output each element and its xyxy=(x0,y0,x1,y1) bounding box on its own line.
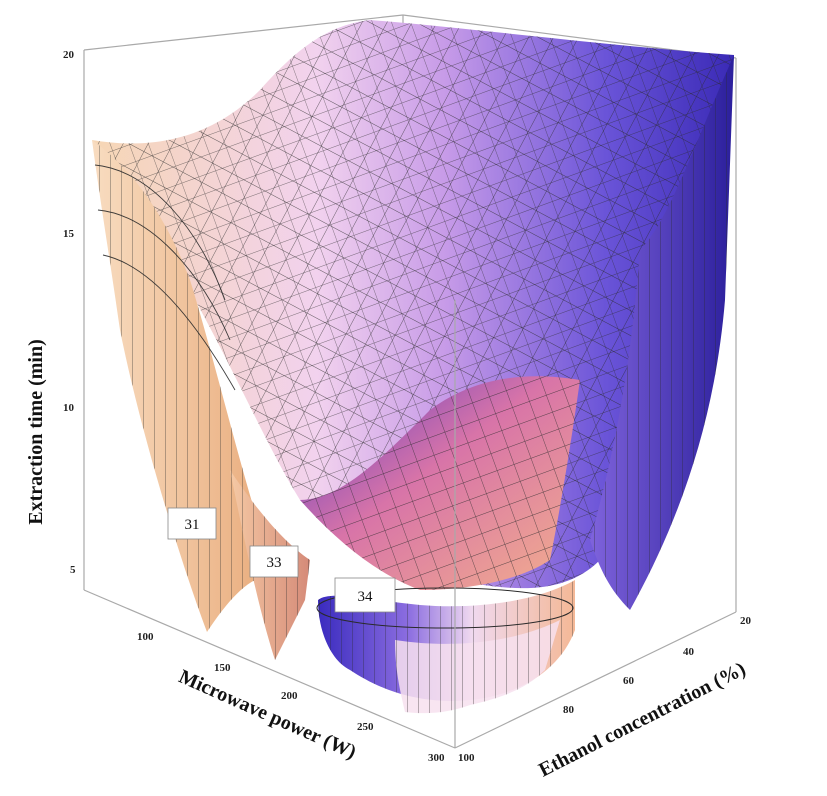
x-tick-label: 250 xyxy=(357,721,374,733)
x-tick-label: 100 xyxy=(137,631,154,643)
contour-sheet-right xyxy=(590,55,734,610)
svg-text:33: 33 xyxy=(267,555,282,571)
contour-label-34: 34 xyxy=(334,577,396,613)
x-tick-label: 150 xyxy=(214,662,231,674)
y-tick-label: 60 xyxy=(623,675,635,687)
x-tick-label: 300 xyxy=(428,752,445,764)
y-tick-label: 40 xyxy=(683,646,695,658)
contour-sheet-inner xyxy=(300,376,580,590)
z-axis: 5 10 15 20 Extraction time (min) xyxy=(25,49,76,576)
response-surface xyxy=(92,20,734,589)
y-axis-title: Ethanol concentration (%) xyxy=(535,658,749,782)
contour-sheet-31 xyxy=(92,140,270,632)
z-tick-label: 15 xyxy=(63,228,75,240)
x-tick-label: 200 xyxy=(281,690,298,702)
contour-label-31: 31 xyxy=(167,507,217,540)
bounding-box-front xyxy=(83,300,737,749)
z-tick-label: 10 xyxy=(63,402,75,414)
y-tick-label: 20 xyxy=(740,615,752,627)
z-axis-title: Extraction time (min) xyxy=(25,339,47,525)
y-tick-label: 100 xyxy=(458,752,475,764)
svg-text:31: 31 xyxy=(185,517,200,533)
z-tick-label: 5 xyxy=(70,564,76,576)
x-axis-title: Microwave power (W) xyxy=(176,666,360,764)
svg-text:34: 34 xyxy=(358,589,374,605)
contour-label-33: 33 xyxy=(249,545,299,578)
z-tick-label: 20 xyxy=(63,49,75,61)
y-tick-label: 80 xyxy=(563,704,575,716)
